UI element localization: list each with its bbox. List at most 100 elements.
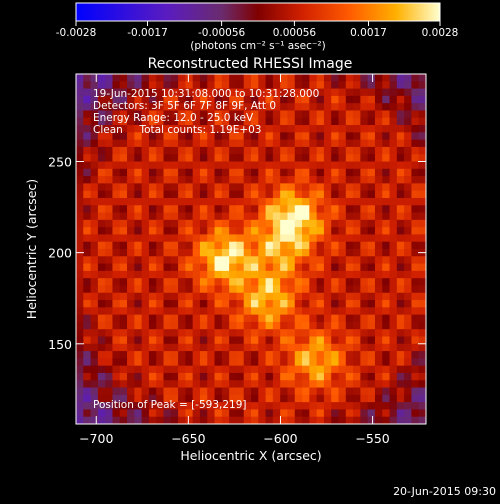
- heatmap-cell: [221, 321, 230, 330]
- heatmap-cell: [76, 110, 84, 119]
- heatmap-cell: [199, 263, 208, 272]
- heatmap-cell: [404, 183, 412, 192]
- heatmap-cell: [411, 125, 420, 133]
- heatmap-cell: [207, 227, 216, 235]
- heatmap-cell: [280, 249, 288, 257]
- heatmap-cell: [90, 336, 99, 345]
- colorbar-tick-label: -0.0028: [56, 27, 97, 39]
- heatmap-cell: [148, 74, 157, 82]
- heatmap-cell: [185, 74, 194, 82]
- chart-title: Reconstructed RHESSI Image: [148, 56, 353, 72]
- colorbar-tick-label: 0.00056: [273, 27, 317, 39]
- heatmap-cell: [127, 278, 135, 286]
- heatmap-cell: [185, 183, 194, 192]
- heatmap-cell: [418, 168, 427, 177]
- heatmap-cell: [90, 314, 99, 323]
- heatmap-cell: [404, 263, 412, 272]
- x-axis-ticks: −700 −650 −600 −550: [79, 74, 390, 446]
- heatmap-cell: [258, 139, 267, 148]
- heatmap-cell: [112, 394, 121, 403]
- heatmap-cell: [309, 365, 318, 374]
- heatmap-cell: [236, 358, 245, 367]
- heatmap-cell: [323, 249, 332, 257]
- heatmap-cell: [97, 234, 106, 243]
- heatmap-cell: [156, 387, 164, 396]
- heatmap-cell: [76, 351, 84, 359]
- heatmap-cell: [309, 219, 318, 228]
- heatmap-cell: [156, 81, 164, 90]
- heatmap-cell: [221, 307, 230, 316]
- heatmap-cell: [280, 95, 288, 104]
- heatmap-cell: [76, 139, 84, 148]
- heatmap-cell: [316, 270, 325, 279]
- heatmap-cell: [214, 278, 223, 286]
- heatmap-cell: [243, 176, 252, 184]
- heatmap-cell: [338, 117, 347, 126]
- heatmap-cell: [83, 117, 92, 126]
- heatmap-cell: [345, 132, 354, 141]
- heatmap-cell: [119, 81, 128, 90]
- heatmap-cell: [83, 190, 92, 199]
- heatmap-cell: [316, 336, 325, 345]
- heatmap-cell: [302, 329, 310, 337]
- heatmap-cell: [178, 103, 186, 111]
- heatmap-cell: [119, 139, 128, 148]
- heatmap-cell: [396, 336, 405, 345]
- heatmap-cell: [127, 183, 135, 192]
- heatmap-cell: [251, 154, 259, 162]
- heatmap-cell: [367, 81, 376, 90]
- heatmap-cell: [221, 343, 230, 352]
- heatmap-cell: [309, 285, 318, 294]
- heatmap-cell: [287, 139, 296, 148]
- heatmap-cell: [345, 263, 354, 272]
- heatmap-cell: [207, 394, 216, 403]
- heatmap-cell: [360, 176, 369, 184]
- heatmap-cell: [258, 314, 267, 323]
- heatmap-cell: [236, 110, 245, 119]
- heatmap-cell: [309, 212, 318, 221]
- heatmap-cell: [367, 190, 376, 199]
- heatmap-cell: [396, 314, 405, 323]
- heatmap-cell: [236, 249, 245, 257]
- heatmap-cell: [236, 125, 245, 133]
- heatmap-cell: [76, 336, 84, 345]
- heatmap-cell: [207, 139, 216, 148]
- heatmap-cell: [199, 132, 208, 141]
- heatmap-cell: [411, 241, 420, 250]
- heatmap-cell: [83, 387, 92, 396]
- heatmap-cell: [411, 197, 420, 206]
- heatmap-cell: [163, 168, 172, 177]
- heatmap-cell: [418, 227, 427, 235]
- heatmap-cell: [97, 168, 106, 177]
- heatmap-cell: [192, 300, 201, 308]
- heatmap-cell: [331, 234, 339, 243]
- heatmap-cell: [83, 365, 92, 374]
- heatmap-cell: [272, 380, 281, 389]
- heatmap-cell: [156, 329, 164, 337]
- heatmap-cell: [97, 365, 106, 374]
- heatmap-cell: [156, 278, 164, 286]
- heatmap-cell: [127, 234, 135, 243]
- heatmap-cell: [112, 278, 121, 286]
- heatmap-cell: [309, 103, 318, 111]
- heatmap-cell: [178, 154, 186, 162]
- heatmap-cell: [294, 146, 303, 155]
- heatmap-cell: [134, 234, 143, 243]
- heatmap-cell: [112, 176, 121, 184]
- heatmap-cell: [141, 314, 150, 323]
- heatmap-cell: [112, 234, 121, 243]
- heatmap-cell: [309, 249, 318, 257]
- heatmap-cell: [119, 88, 128, 97]
- heatmap-cell: [331, 74, 339, 82]
- heatmap-cell: [76, 219, 84, 228]
- heatmap-cell: [199, 372, 208, 381]
- heatmap-cell: [178, 372, 186, 381]
- heatmap-cell: [243, 146, 252, 155]
- heatmap-cell: [243, 336, 252, 345]
- heatmap-cell: [134, 197, 143, 206]
- heatmap-cell: [134, 365, 143, 374]
- heatmap-cell: [105, 343, 113, 352]
- heatmap-cell: [221, 132, 230, 141]
- heatmap-cell: [243, 212, 252, 221]
- heatmap-cell: [236, 270, 245, 279]
